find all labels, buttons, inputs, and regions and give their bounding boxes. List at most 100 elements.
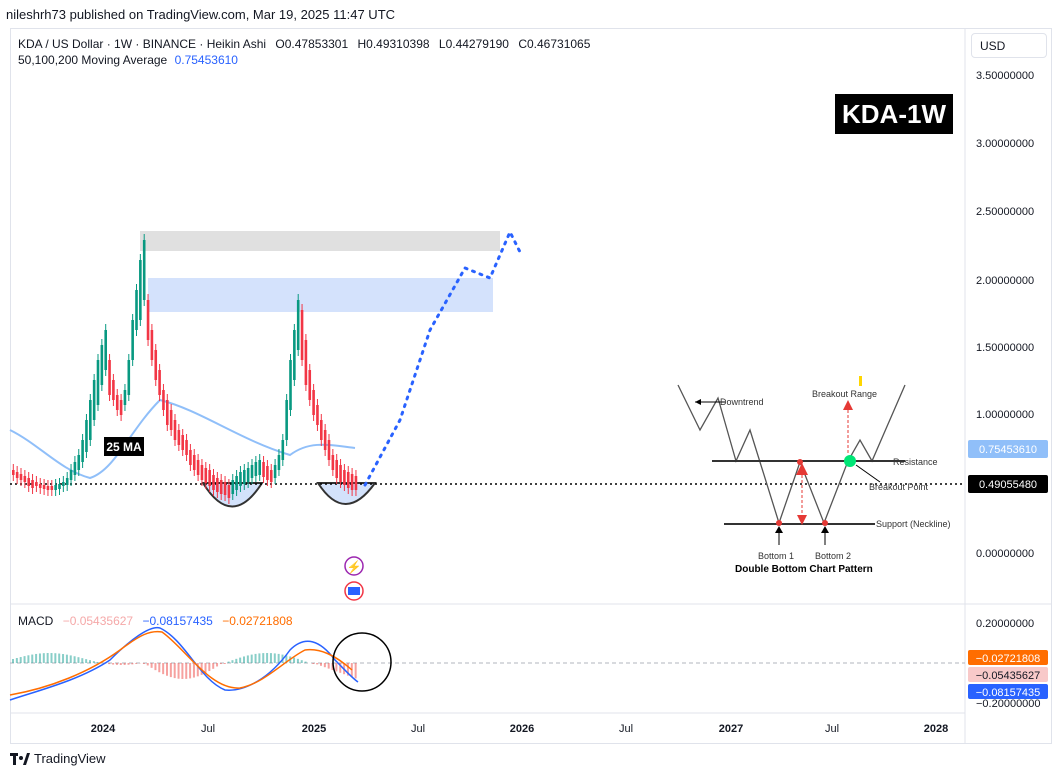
candle-body <box>289 360 292 410</box>
histogram-bar <box>173 663 176 679</box>
histogram-bar <box>108 663 111 665</box>
histogram-bar <box>31 654 34 663</box>
bottom-arc-2 <box>316 482 377 505</box>
histogram-bar <box>227 661 230 663</box>
candle-body <box>50 486 54 490</box>
candle-body <box>308 370 312 400</box>
histogram-bar <box>127 663 130 665</box>
candle-body <box>269 470 273 482</box>
candle-body <box>277 455 281 470</box>
candle-body <box>339 465 342 482</box>
price-tick-label: 2.00000000 <box>976 275 1034 287</box>
tradingview-logo[interactable]: TradingView <box>10 751 106 766</box>
histogram-bar <box>166 663 168 676</box>
histogram-bar <box>85 659 88 663</box>
time-tick-label: Jul <box>411 723 425 735</box>
kda-badge: KDA-1W <box>835 94 953 134</box>
histogram-bar <box>19 657 22 663</box>
candle-body <box>350 474 354 490</box>
candle-body <box>119 400 123 415</box>
histogram-bar <box>131 663 134 665</box>
candle-body <box>85 420 88 452</box>
macd-highlight-circle <box>332 632 392 692</box>
histogram-bar <box>65 654 68 663</box>
histogram-bar <box>323 663 326 668</box>
candle-body <box>100 345 104 385</box>
histogram-bar <box>23 656 26 663</box>
macd-signal-value: −0.02721808 <box>222 614 293 628</box>
histogram-bar <box>123 663 126 665</box>
ma-label: 50,100,200 Moving Average <box>18 53 168 67</box>
macd-line <box>9 626 359 701</box>
currency-selector[interactable]: USD <box>971 33 1047 58</box>
signal-tag <box>968 650 1048 665</box>
histogram-bar <box>266 653 269 663</box>
candle-body <box>139 260 142 320</box>
price-tick-label: 3.00000000 <box>976 138 1034 150</box>
histogram-bar <box>250 654 253 663</box>
label-bottom-1: Bottom 1 <box>758 551 794 561</box>
macd-legend[interactable]: MACD −0.05435627 −0.08157435 −0.02721808 <box>18 614 299 628</box>
histogram-bar <box>335 663 338 672</box>
candle-body <box>300 310 304 360</box>
histogram-bar <box>185 663 188 679</box>
candle-body <box>108 360 111 395</box>
histogram-bar <box>181 663 184 679</box>
histogram-bar <box>216 663 219 667</box>
histogram-bar <box>73 656 76 663</box>
candle-body <box>227 485 231 498</box>
label-support: Support (Neckline) <box>876 519 951 529</box>
macd-line-value: −0.08157435 <box>142 614 213 628</box>
candle-body <box>12 470 15 475</box>
price-tick-label: 0.00000000 <box>976 548 1034 560</box>
histogram-bar <box>285 655 288 663</box>
candle-body <box>135 290 138 330</box>
candle-body <box>246 468 250 482</box>
macd-histogram-value: −0.05435627 <box>62 614 134 628</box>
candle-body <box>169 410 173 430</box>
time-tick-label: 2027 <box>719 723 743 735</box>
candle-body <box>346 472 350 488</box>
breakout-marker <box>859 376 862 386</box>
current-price-tag <box>968 475 1048 493</box>
histogram-bar <box>92 661 95 663</box>
candle-body <box>254 462 258 476</box>
candle-body <box>262 462 265 477</box>
candle-body <box>216 478 219 492</box>
ma-price-tag <box>968 440 1048 458</box>
histogram-bar <box>296 658 299 663</box>
breakout-point-dot <box>844 455 856 467</box>
histogram-bar <box>112 663 115 665</box>
histogram-bar <box>115 663 118 665</box>
candle-body <box>189 450 192 465</box>
histogram-bar <box>142 663 145 664</box>
label-breakout-point: Breakout Point <box>869 482 929 492</box>
candle-body <box>273 465 277 478</box>
histogram-bar <box>81 658 84 663</box>
ma-value: 0.75453610 <box>174 53 238 67</box>
candle-body <box>173 420 177 440</box>
histogram-bar <box>42 653 45 663</box>
time-tick-label: 2028 <box>924 723 948 735</box>
histogram-bar <box>119 663 122 665</box>
upper-target-zone <box>140 231 500 251</box>
candle-body <box>96 360 100 405</box>
time-tick-label: 2024 <box>91 723 116 735</box>
candle-body <box>223 482 227 495</box>
symbol-legend[interactable]: KDA / US Dollar · 1W · BINANCE · Heikin … <box>18 37 596 51</box>
ma-annotation: 25 MA <box>106 440 142 454</box>
histogram-bar <box>273 653 276 663</box>
histogram-bar <box>58 653 61 663</box>
signal-line <box>9 630 353 696</box>
candle-body <box>331 455 335 470</box>
ma-legend[interactable]: 50,100,200 Moving Average 0.75453610 <box>18 53 238 67</box>
pattern-zigzag <box>677 384 906 526</box>
histogram-bar <box>223 663 226 664</box>
histogram-bar <box>320 663 322 666</box>
histogram-bar <box>50 653 53 663</box>
signal-tag-label: −0.02721808 <box>976 653 1041 665</box>
candle-body <box>158 370 161 395</box>
candle-body <box>154 350 158 380</box>
candle-body <box>150 330 154 360</box>
